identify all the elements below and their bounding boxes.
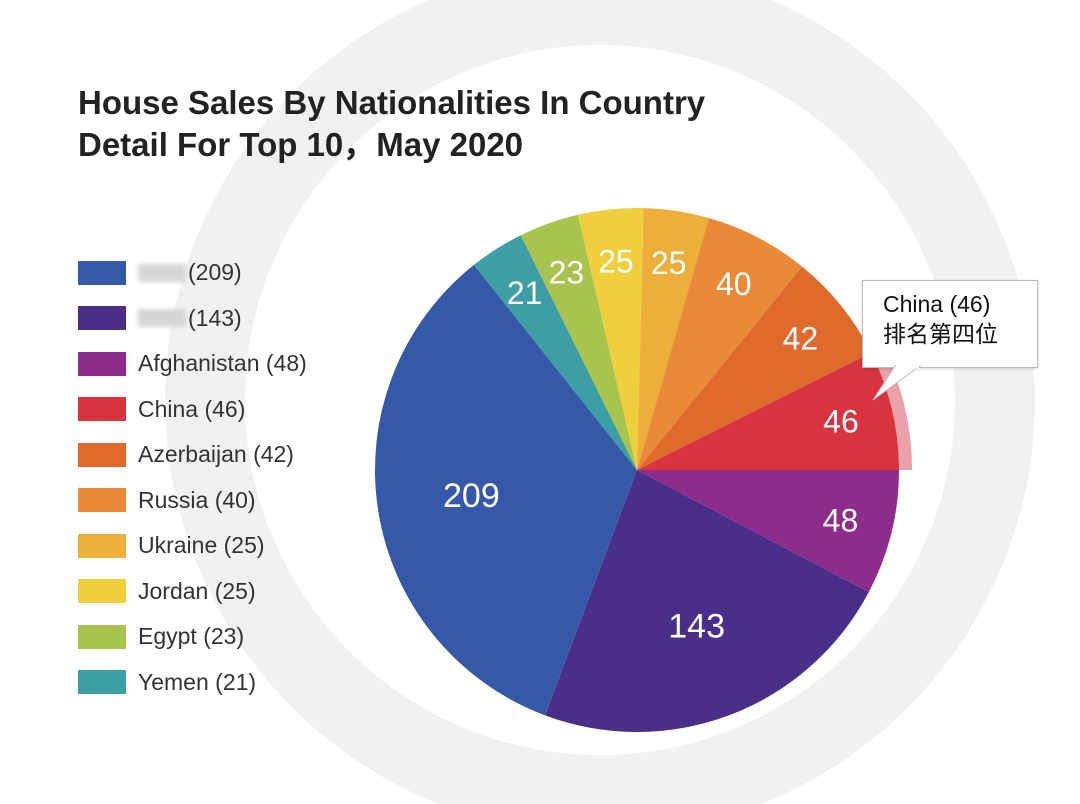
slice-value-label: 46 bbox=[823, 404, 859, 440]
slice-value-label: 209 bbox=[443, 477, 500, 515]
legend-swatch bbox=[78, 533, 126, 558]
annotation-line-1: China (46) bbox=[883, 291, 991, 317]
legend-label: Yemen (21) bbox=[138, 668, 257, 695]
title-line-2: Detail For Top 10，May 2020 bbox=[78, 126, 524, 163]
legend-swatch bbox=[78, 624, 126, 649]
legend-swatch bbox=[78, 579, 126, 604]
legend-label: (209) bbox=[188, 259, 242, 286]
slice-value-label: 40 bbox=[716, 266, 752, 302]
slice-value-label: 25 bbox=[598, 243, 634, 279]
highlight-arc bbox=[871, 346, 912, 470]
legend-swatch bbox=[78, 351, 126, 376]
pie-slice bbox=[637, 218, 803, 470]
legend-swatch bbox=[78, 260, 126, 285]
redacted-label bbox=[138, 309, 186, 328]
slice-value-label: 21 bbox=[507, 275, 543, 311]
slice-value-label: 143 bbox=[668, 608, 725, 646]
legend-item: Russia (40) bbox=[78, 478, 307, 524]
legend: (209) (143) Afghanistan (48) China (46) Azer… bbox=[78, 250, 307, 705]
slice-value-label: 23 bbox=[549, 255, 585, 291]
slice-value-label: 42 bbox=[783, 321, 819, 357]
pie-slice bbox=[637, 352, 899, 470]
slice-value-label: 25 bbox=[651, 245, 687, 281]
pie-slice bbox=[637, 208, 709, 470]
pie-slice bbox=[545, 470, 869, 732]
legend-item: Ukraine (25) bbox=[78, 523, 307, 569]
legend-item: Azerbaijan (42) bbox=[78, 432, 307, 478]
legend-swatch bbox=[78, 442, 126, 467]
redacted-label bbox=[138, 263, 186, 282]
legend-label: (143) bbox=[188, 304, 242, 331]
legend-item: (209) bbox=[78, 250, 307, 296]
legend-item: Yemen (21) bbox=[78, 660, 307, 706]
legend-swatch bbox=[78, 397, 126, 422]
legend-item: Jordan (25) bbox=[78, 569, 307, 615]
pie-slice bbox=[473, 235, 637, 470]
legend-swatch bbox=[78, 306, 126, 331]
pie-slice bbox=[520, 214, 637, 470]
legend-item: China (46) bbox=[78, 387, 307, 433]
pie-slice bbox=[637, 470, 899, 593]
legend-label: Jordan (25) bbox=[138, 577, 256, 604]
legend-label: China (46) bbox=[138, 395, 246, 422]
legend-label: Egypt (23) bbox=[138, 623, 245, 650]
legend-label: Russia (40) bbox=[138, 486, 256, 513]
legend-swatch bbox=[78, 670, 126, 695]
pie-slice bbox=[637, 266, 872, 470]
legend-swatch bbox=[78, 488, 126, 513]
legend-item: Afghanistan (48) bbox=[78, 341, 307, 387]
chart-title: House Sales By Nationalities In Country … bbox=[78, 82, 705, 166]
pie-slice bbox=[375, 264, 637, 716]
slice-value-label: 48 bbox=[823, 502, 859, 538]
annotation-line-2: 排名第四位 bbox=[883, 321, 998, 347]
legend-label: Ukraine (25) bbox=[138, 532, 265, 559]
legend-label: Afghanistan (48) bbox=[138, 350, 307, 377]
legend-item: Egypt (23) bbox=[78, 614, 307, 660]
legend-item: (143) bbox=[78, 296, 307, 342]
legend-label: Azerbaijan (42) bbox=[138, 441, 294, 468]
pie-slice bbox=[577, 208, 644, 470]
title-line-1: House Sales By Nationalities In Country bbox=[78, 84, 706, 121]
annotation-callout: China (46) 排名第四位 bbox=[862, 280, 1038, 368]
